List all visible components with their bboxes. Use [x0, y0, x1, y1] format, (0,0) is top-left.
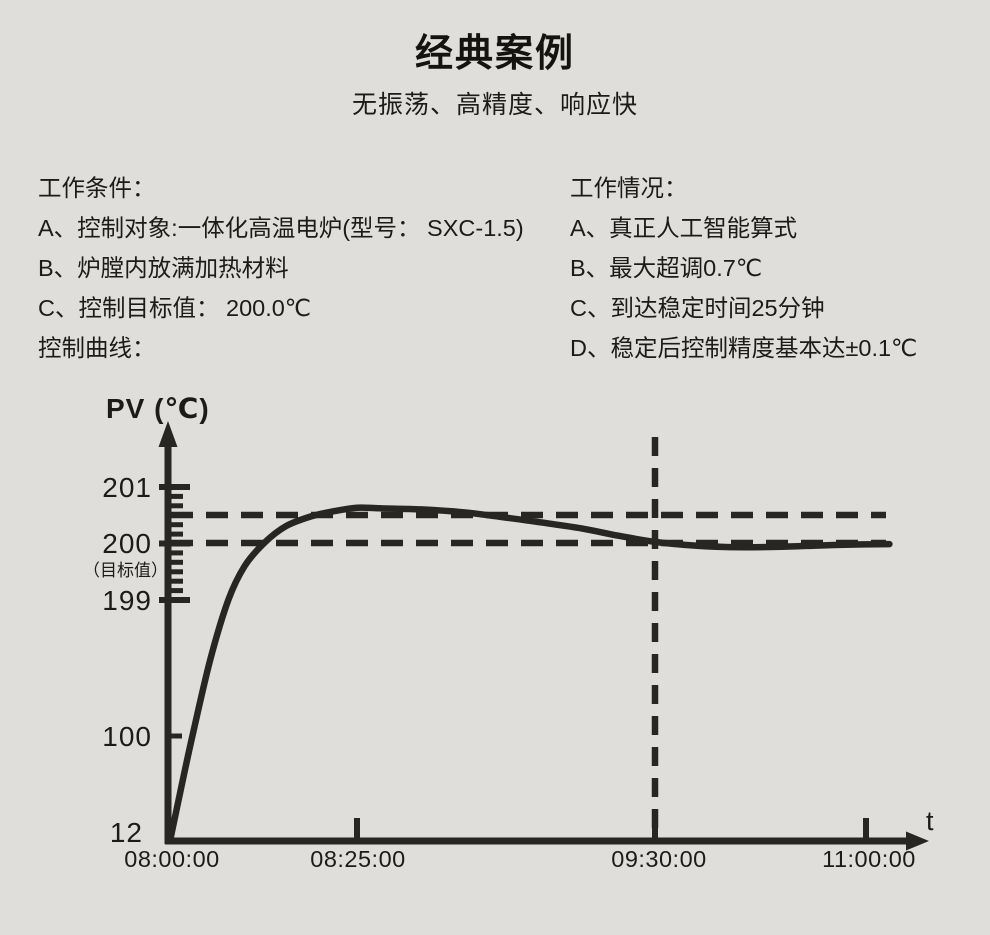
- working-conditions-heading: 工作条件：: [38, 175, 156, 201]
- x-tick-label-110000: 11:00:00: [822, 846, 916, 872]
- y-axis-label: PV (℃): [106, 393, 210, 424]
- y-tick-label-200: 200: [102, 528, 152, 559]
- y-tick-label-199: 199: [102, 585, 152, 616]
- x-tick-label-093000: 09:30:00: [611, 846, 707, 872]
- x-tick-label-080000: 08:00:00: [124, 846, 220, 872]
- working-performance-heading: 工作情况：: [570, 175, 688, 201]
- x-tick-label-082500: 08:25:00: [310, 846, 406, 872]
- working-conditions-block: 工作条件： A、控制对象:一体化高温电炉(型号： SXC-1.5) B、炉膛内放…: [38, 168, 524, 368]
- y-tick-label-201: 201: [102, 472, 152, 503]
- performance-item-b: B、最大超调0.7℃: [570, 255, 763, 281]
- control-curve-caption: 控制曲线：: [38, 335, 156, 361]
- y-tick-label-100: 100: [102, 721, 152, 752]
- control-curve-chart: PV (℃) t 201 200 （目标值） 199 100 12 08:00:…: [0, 380, 990, 935]
- working-performance-block: 工作情况： A、真正人工智能算式 B、最大超调0.7℃ C、到达稳定时间25分钟…: [570, 168, 917, 368]
- page-subtitle: 无振荡、高精度、响应快: [351, 91, 638, 119]
- performance-item-c: C、到达稳定时间25分钟: [570, 295, 825, 321]
- condition-item-b: B、炉膛内放满加热材料: [38, 255, 289, 281]
- page-title: 经典案例: [414, 33, 575, 75]
- performance-item-a: A、真正人工智能算式: [570, 215, 798, 241]
- target-value-annotation: （目标值）: [83, 561, 168, 580]
- condition-item-c: C、控制目标值： 200.0℃: [38, 295, 312, 321]
- x-axis-label: t: [926, 806, 934, 836]
- y-axis-arrow: [158, 421, 178, 447]
- y-tick-label-12: 12: [109, 817, 143, 848]
- x-axis-arrow: [906, 831, 929, 851]
- performance-item-d: D、稳定后控制精度基本达±0.1℃: [570, 335, 918, 361]
- condition-item-a: A、控制对象:一体化高温电炉(型号： SXC-1.5): [38, 215, 524, 241]
- pv-curve: [166, 504, 893, 845]
